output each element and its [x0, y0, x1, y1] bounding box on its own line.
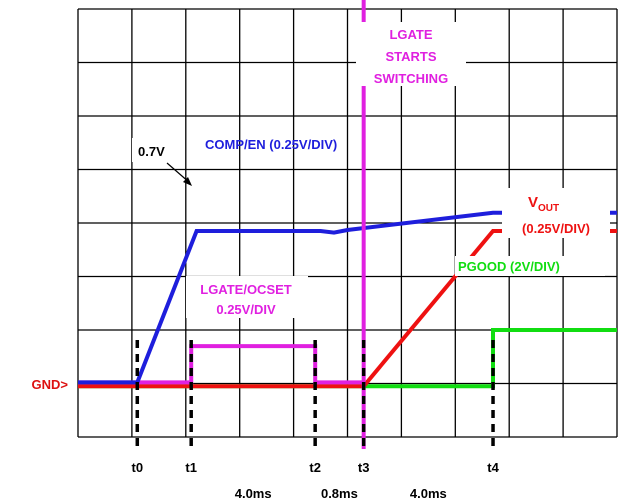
pgood-label-bg [455, 256, 605, 276]
comp-en-label: COMP/EN (0.25V/DIV) [205, 137, 337, 152]
vout-label-main: V [528, 194, 538, 211]
v07-label-bg [132, 138, 182, 162]
lgate-starts-bg [356, 22, 466, 86]
gnd-marker: GND> [32, 377, 69, 392]
v07-arrowhead [183, 177, 192, 186]
comp-trace [78, 210, 617, 385]
time-label-t2: t2 [309, 460, 321, 475]
time-label-t4: t4 [487, 460, 499, 475]
time-label-t3: t3 [358, 460, 370, 475]
v07-label: 0.7V [138, 144, 165, 159]
interval-label: 4.0ms [410, 486, 447, 501]
vout-label-bg [502, 188, 610, 238]
lgate-trace [78, 344, 364, 385]
lgate-ocset-line1: LGATE/OCSET [200, 282, 292, 297]
vout-label-sub: OUT [538, 203, 559, 214]
lgate-starts-line2: STARTS [385, 49, 436, 64]
time-marker-layer: t0 t1 t2 t3 t4 4.0ms 0.8ms 4.0ms [132, 340, 500, 501]
time-label-t1: t1 [185, 460, 197, 475]
interval-label: 0.8ms [321, 486, 358, 501]
lgate-starts-line1: LGATE [389, 27, 432, 42]
lgate-ocset-line2: 0.25V/DIV [216, 302, 276, 317]
lgate-ocset-bg [186, 276, 308, 318]
time-label-t0: t0 [132, 460, 144, 475]
pgood-label: PGOOD (2V/DIV) [458, 259, 560, 274]
interval-label: 4.0ms [235, 486, 272, 501]
vout-label: VOUT [528, 194, 559, 214]
vout-scale-label: (0.25V/DIV) [522, 221, 590, 236]
lgate-starts-line3: SWITCHING [374, 71, 448, 86]
